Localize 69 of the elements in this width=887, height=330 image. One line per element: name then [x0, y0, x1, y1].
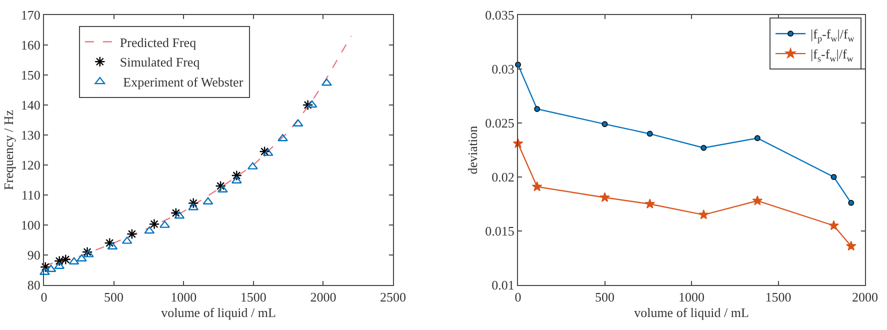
point [160, 220, 170, 228]
point [126, 228, 138, 240]
y-tick-label: 80 [27, 278, 40, 293]
point [174, 211, 185, 219]
point [54, 256, 65, 266]
line-series [44, 35, 352, 266]
point [848, 200, 854, 206]
y-tick-label: 0.025 [485, 116, 514, 131]
legend-label: Simulated Freq [120, 54, 200, 70]
x-tick-label: 1000 [678, 290, 704, 305]
point [215, 180, 226, 192]
y-tick-label: 0.035 [485, 8, 514, 23]
x-tick-label: 1500 [240, 290, 266, 305]
point [534, 106, 540, 112]
point [170, 208, 182, 218]
point [306, 100, 318, 108]
x-tick-label: 2500 [380, 290, 406, 305]
x-tick-label: 1500 [765, 290, 792, 305]
y-tick-label: 90 [27, 248, 40, 263]
point [231, 170, 242, 181]
x-axis-title: volume of liquid / mL [634, 305, 749, 320]
point [188, 198, 199, 208]
y-tick-label: 110 [21, 188, 40, 203]
legend-label: Experiment of Webster [120, 74, 244, 90]
point [602, 121, 608, 128]
point [278, 134, 288, 142]
point [259, 146, 270, 157]
point [698, 209, 709, 220]
y-tick-label: 170 [20, 8, 40, 23]
y-axis-title: deviation [465, 125, 480, 174]
point [644, 198, 656, 208]
y-tick-label: 0.015 [485, 224, 514, 239]
point [600, 192, 610, 202]
point [830, 174, 837, 180]
point [104, 238, 116, 248]
point [828, 220, 839, 230]
y-tick-label: 140 [20, 98, 40, 113]
y-tick-label: 160 [20, 38, 40, 53]
x-tick-label: 2000 [852, 290, 878, 305]
y-axis-title: Frequency / Hz [0, 110, 16, 190]
x-tick-label: 500 [104, 290, 124, 305]
y-tick-label: 130 [20, 128, 40, 143]
y-tick-label: 0.03 [492, 62, 514, 77]
x-tick-label: 2000 [310, 290, 336, 305]
legend-label: |f$_{p}$-f$_{w}$|/f$_{w}$ [810, 26, 855, 44]
point [532, 181, 542, 192]
point [144, 226, 155, 234]
point [754, 135, 760, 142]
x-tick-label: 0 [514, 290, 522, 305]
x-tick-label: 0 [40, 290, 48, 305]
point [752, 195, 763, 206]
point [646, 130, 653, 137]
y-tick-label: 100 [20, 218, 40, 233]
point [60, 254, 72, 265]
point [302, 100, 314, 110]
point [846, 240, 856, 251]
x-tick-label: 500 [595, 290, 614, 305]
y-tick-label: 150 [20, 68, 40, 83]
y-tick-label: 120 [20, 158, 40, 173]
x-tick-label: 1000 [170, 290, 197, 305]
y-tick-label: 0.02 [492, 170, 514, 185]
point [40, 262, 51, 272]
legend-label: |f$_{s}$-f$_{w}$|/f$_{w}$ [810, 46, 854, 64]
point [82, 246, 93, 258]
point [700, 144, 707, 151]
y-tick-label: 0.01 [492, 278, 514, 293]
x-axis-title: volume of liquid / mL [161, 305, 276, 320]
legend-label: Predicted Freq [120, 34, 197, 50]
point [148, 218, 160, 230]
